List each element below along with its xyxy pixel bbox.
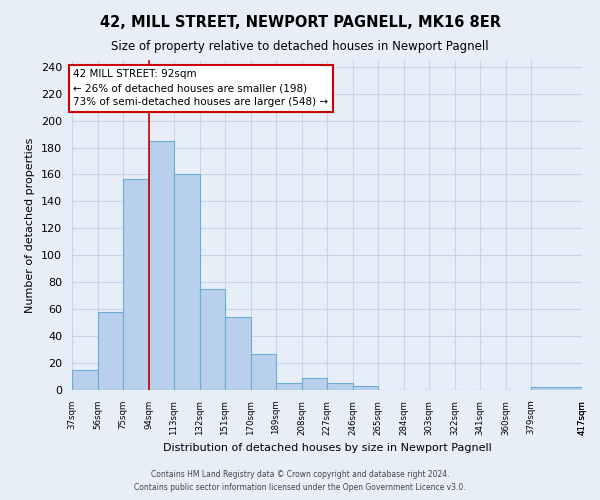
Text: 42, MILL STREET, NEWPORT PAGNELL, MK16 8ER: 42, MILL STREET, NEWPORT PAGNELL, MK16 8… [100, 15, 500, 30]
Bar [97, 312, 123, 390]
Bar [149, 141, 174, 390]
Text: Contains HM Land Registry data © Crown copyright and database right 2024.
Contai: Contains HM Land Registry data © Crown c… [134, 470, 466, 492]
Bar [225, 318, 251, 390]
Y-axis label: Number of detached properties: Number of detached properties [25, 138, 35, 312]
Bar [72, 370, 97, 390]
Text: Size of property relative to detached houses in Newport Pagnell: Size of property relative to detached ho… [111, 40, 489, 53]
Bar [531, 388, 582, 390]
Bar [327, 384, 353, 390]
Bar [353, 386, 378, 390]
Bar [174, 174, 199, 390]
Bar [123, 178, 149, 390]
Bar [251, 354, 276, 390]
Bar [199, 289, 225, 390]
X-axis label: Distribution of detached houses by size in Newport Pagnell: Distribution of detached houses by size … [163, 443, 491, 453]
Bar [302, 378, 327, 390]
Bar [276, 384, 302, 390]
Text: 42 MILL STREET: 92sqm
← 26% of detached houses are smaller (198)
73% of semi-det: 42 MILL STREET: 92sqm ← 26% of detached … [73, 70, 328, 108]
